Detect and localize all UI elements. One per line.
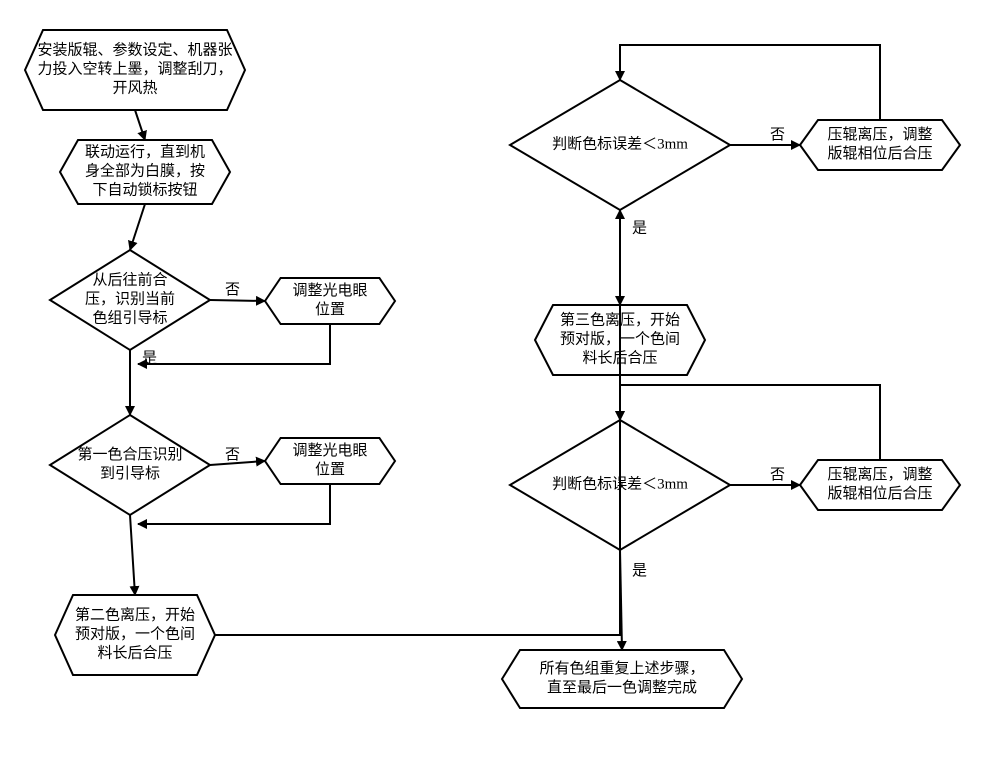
node-n3-line-2: 色组引导标 [92, 310, 167, 327]
edge-label-n3-n4: 否 [225, 282, 240, 298]
edge-label-n5-n6: 否 [225, 447, 240, 463]
edge-label-n11-n12: 否 [770, 467, 785, 483]
node-n1-line-1: 力投入空转上墨，调整刮刀， [37, 61, 232, 78]
node-n5-line-0: 第一色合压识别 [77, 445, 182, 463]
node-n12-line-0: 压辊离压，调整 [827, 466, 932, 483]
node-n3: 从后往前合压，识别当前色组引导标 [50, 250, 210, 350]
flowchart-svg: 安装版辊、参数设定、机器张力投入空转上墨，调整刮刀， 开风热联动运行，直到机身全部… [0, 0, 1000, 780]
node-n9-line-0: 压辊离压，调整 [827, 126, 932, 143]
edge-label-n3-n5: 是 [142, 351, 157, 367]
node-n12-line-1: 版辊相位后合压 [827, 485, 932, 502]
node-n7-line-2: 料长后合压 [97, 645, 172, 662]
edge-n1-n2 [135, 110, 145, 140]
node-n2-line-1: 身全部为白膜，按 [85, 162, 205, 180]
node-n2-line-2: 下自动锁标按钮 [92, 182, 197, 199]
node-n3-line-1: 压，识别当前 [85, 291, 175, 308]
edge-n3-n4 [210, 300, 265, 301]
node-n9-line-1: 版辊相位后合压 [827, 145, 932, 162]
node-n8: 判断色标误差＜3mm [510, 80, 730, 210]
node-n12: 压辊离压，调整版辊相位后合压 [800, 460, 960, 510]
node-n5-line-1: 到引导标 [100, 465, 160, 482]
edge-n2-n3 [130, 204, 145, 250]
node-n6-line-1: 位置 [315, 461, 345, 478]
node-n2-line-0: 联动运行，直到机 [85, 144, 205, 161]
edge-label-n8-n10: 是 [632, 221, 647, 237]
node-n9: 压辊离压，调整版辊相位后合压 [800, 120, 960, 170]
edge-n7-n8 [215, 210, 620, 635]
node-n13-line-1: 直至最后一色调整完成 [547, 679, 697, 696]
node-n13-line-0: 所有色组重复上述步骤， [539, 659, 704, 677]
node-n3-line-0: 从后往前合 [92, 272, 167, 289]
node-n13: 所有色组重复上述步骤， 直至最后一色调整完成 [502, 650, 742, 708]
edge-label-n8-n9: 否 [770, 127, 785, 143]
edge-label-n11-n13: 是 [632, 563, 647, 579]
node-n7: 第二色离压，开始预对版，一个色间料长后合压 [55, 595, 215, 675]
node-n7-line-1: 预对版，一个色间 [75, 626, 195, 643]
node-n6-line-0: 调整光电眼 [292, 442, 367, 459]
node-n8-line-0: 判断色标误差＜3mm [552, 136, 688, 153]
edge-n4-n3 [138, 324, 330, 364]
node-n6: 调整光电眼位置 [265, 438, 395, 484]
node-n2: 联动运行，直到机身全部为白膜，按下自动锁标按钮 [60, 140, 230, 204]
node-n4-line-1: 位置 [315, 301, 345, 318]
edge-n5-n7 [130, 515, 135, 595]
node-n1-line-2: 开风热 [112, 80, 157, 97]
node-n4-line-0: 调整光电眼 [292, 282, 367, 299]
node-n1-line-0: 安装版辊、参数设定、机器张 [37, 42, 232, 59]
node-n7-line-0: 第二色离压，开始 [75, 606, 195, 624]
node-n5: 第一色合压识别到引导标 [50, 415, 210, 515]
node-n1: 安装版辊、参数设定、机器张力投入空转上墨，调整刮刀， 开风热 [25, 30, 245, 110]
node-n4: 调整光电眼位置 [265, 278, 395, 324]
